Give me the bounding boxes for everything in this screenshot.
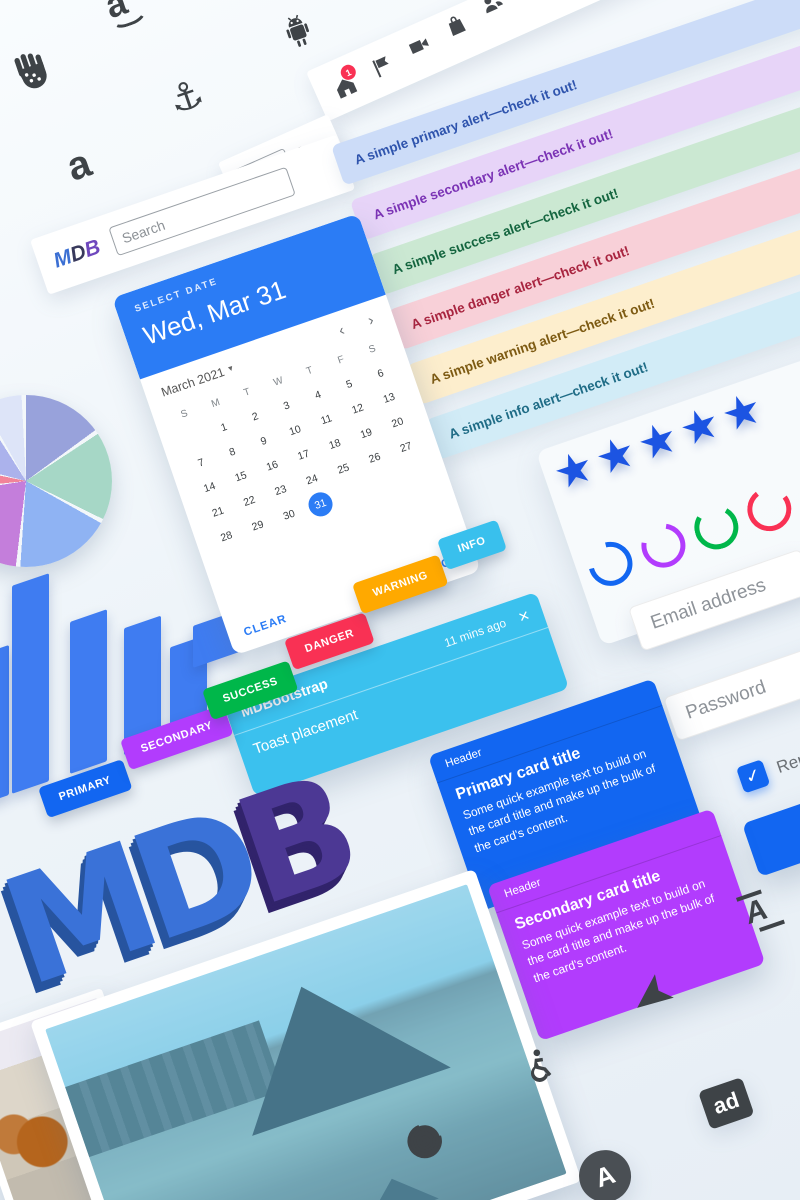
pie-chart [0, 395, 112, 567]
next-month-icon[interactable]: › [365, 311, 377, 330]
remember-me-label: Remember me [774, 722, 800, 777]
bar [70, 609, 107, 774]
remember-me-checkbox[interactable]: ✓ [736, 759, 771, 794]
password-label: Password [682, 676, 769, 724]
star-icon[interactable]: ★ [547, 440, 601, 500]
home-icon[interactable]: 1 [330, 62, 362, 103]
spinner-icon [689, 500, 744, 555]
ad-icon: ad [698, 1077, 755, 1130]
notification-toolbar: 1 2 [306, 0, 800, 122]
check-icon: ✓ [742, 763, 764, 788]
android-icon [276, 9, 321, 56]
star-icon[interactable]: ★ [715, 382, 769, 442]
remember-me-row: ✓ Remember me [736, 719, 800, 794]
star-icon[interactable]: ★ [631, 411, 685, 471]
circle-a-icon: A [572, 1143, 639, 1200]
users-icon[interactable]: 2 [476, 0, 508, 18]
allergies-hand-icon [6, 44, 59, 97]
anchor-icon: ⚓ [163, 70, 210, 123]
paper-plane-icon [626, 971, 677, 1022]
shopping-bag-icon[interactable] [440, 9, 472, 41]
star-icon[interactable]: ★ [589, 426, 643, 486]
accessible-icon [512, 1042, 563, 1095]
mdb-logo[interactable]: MDB [51, 235, 104, 273]
bar [0, 644, 9, 808]
video-icon[interactable] [403, 30, 435, 62]
amazon-icon: a [100, 0, 149, 31]
flag-icon[interactable] [367, 51, 399, 83]
clear-button[interactable]: CLEAR [242, 612, 289, 639]
spinner-icon [792, 461, 800, 521]
spinner-icon [580, 533, 641, 595]
prev-month-icon[interactable]: ‹ [336, 321, 347, 340]
password-field[interactable]: Password [663, 638, 800, 742]
star-icon[interactable]: ★ [673, 397, 727, 457]
search-input[interactable] [108, 166, 296, 257]
spinner-icon [744, 484, 794, 534]
bar [12, 573, 49, 794]
chevron-down-icon: ▾ [226, 362, 235, 374]
spinner-icon [632, 514, 695, 577]
close-icon[interactable]: × [515, 604, 532, 627]
letter-a-icon: a [61, 140, 97, 190]
500px-icon [398, 1114, 451, 1167]
